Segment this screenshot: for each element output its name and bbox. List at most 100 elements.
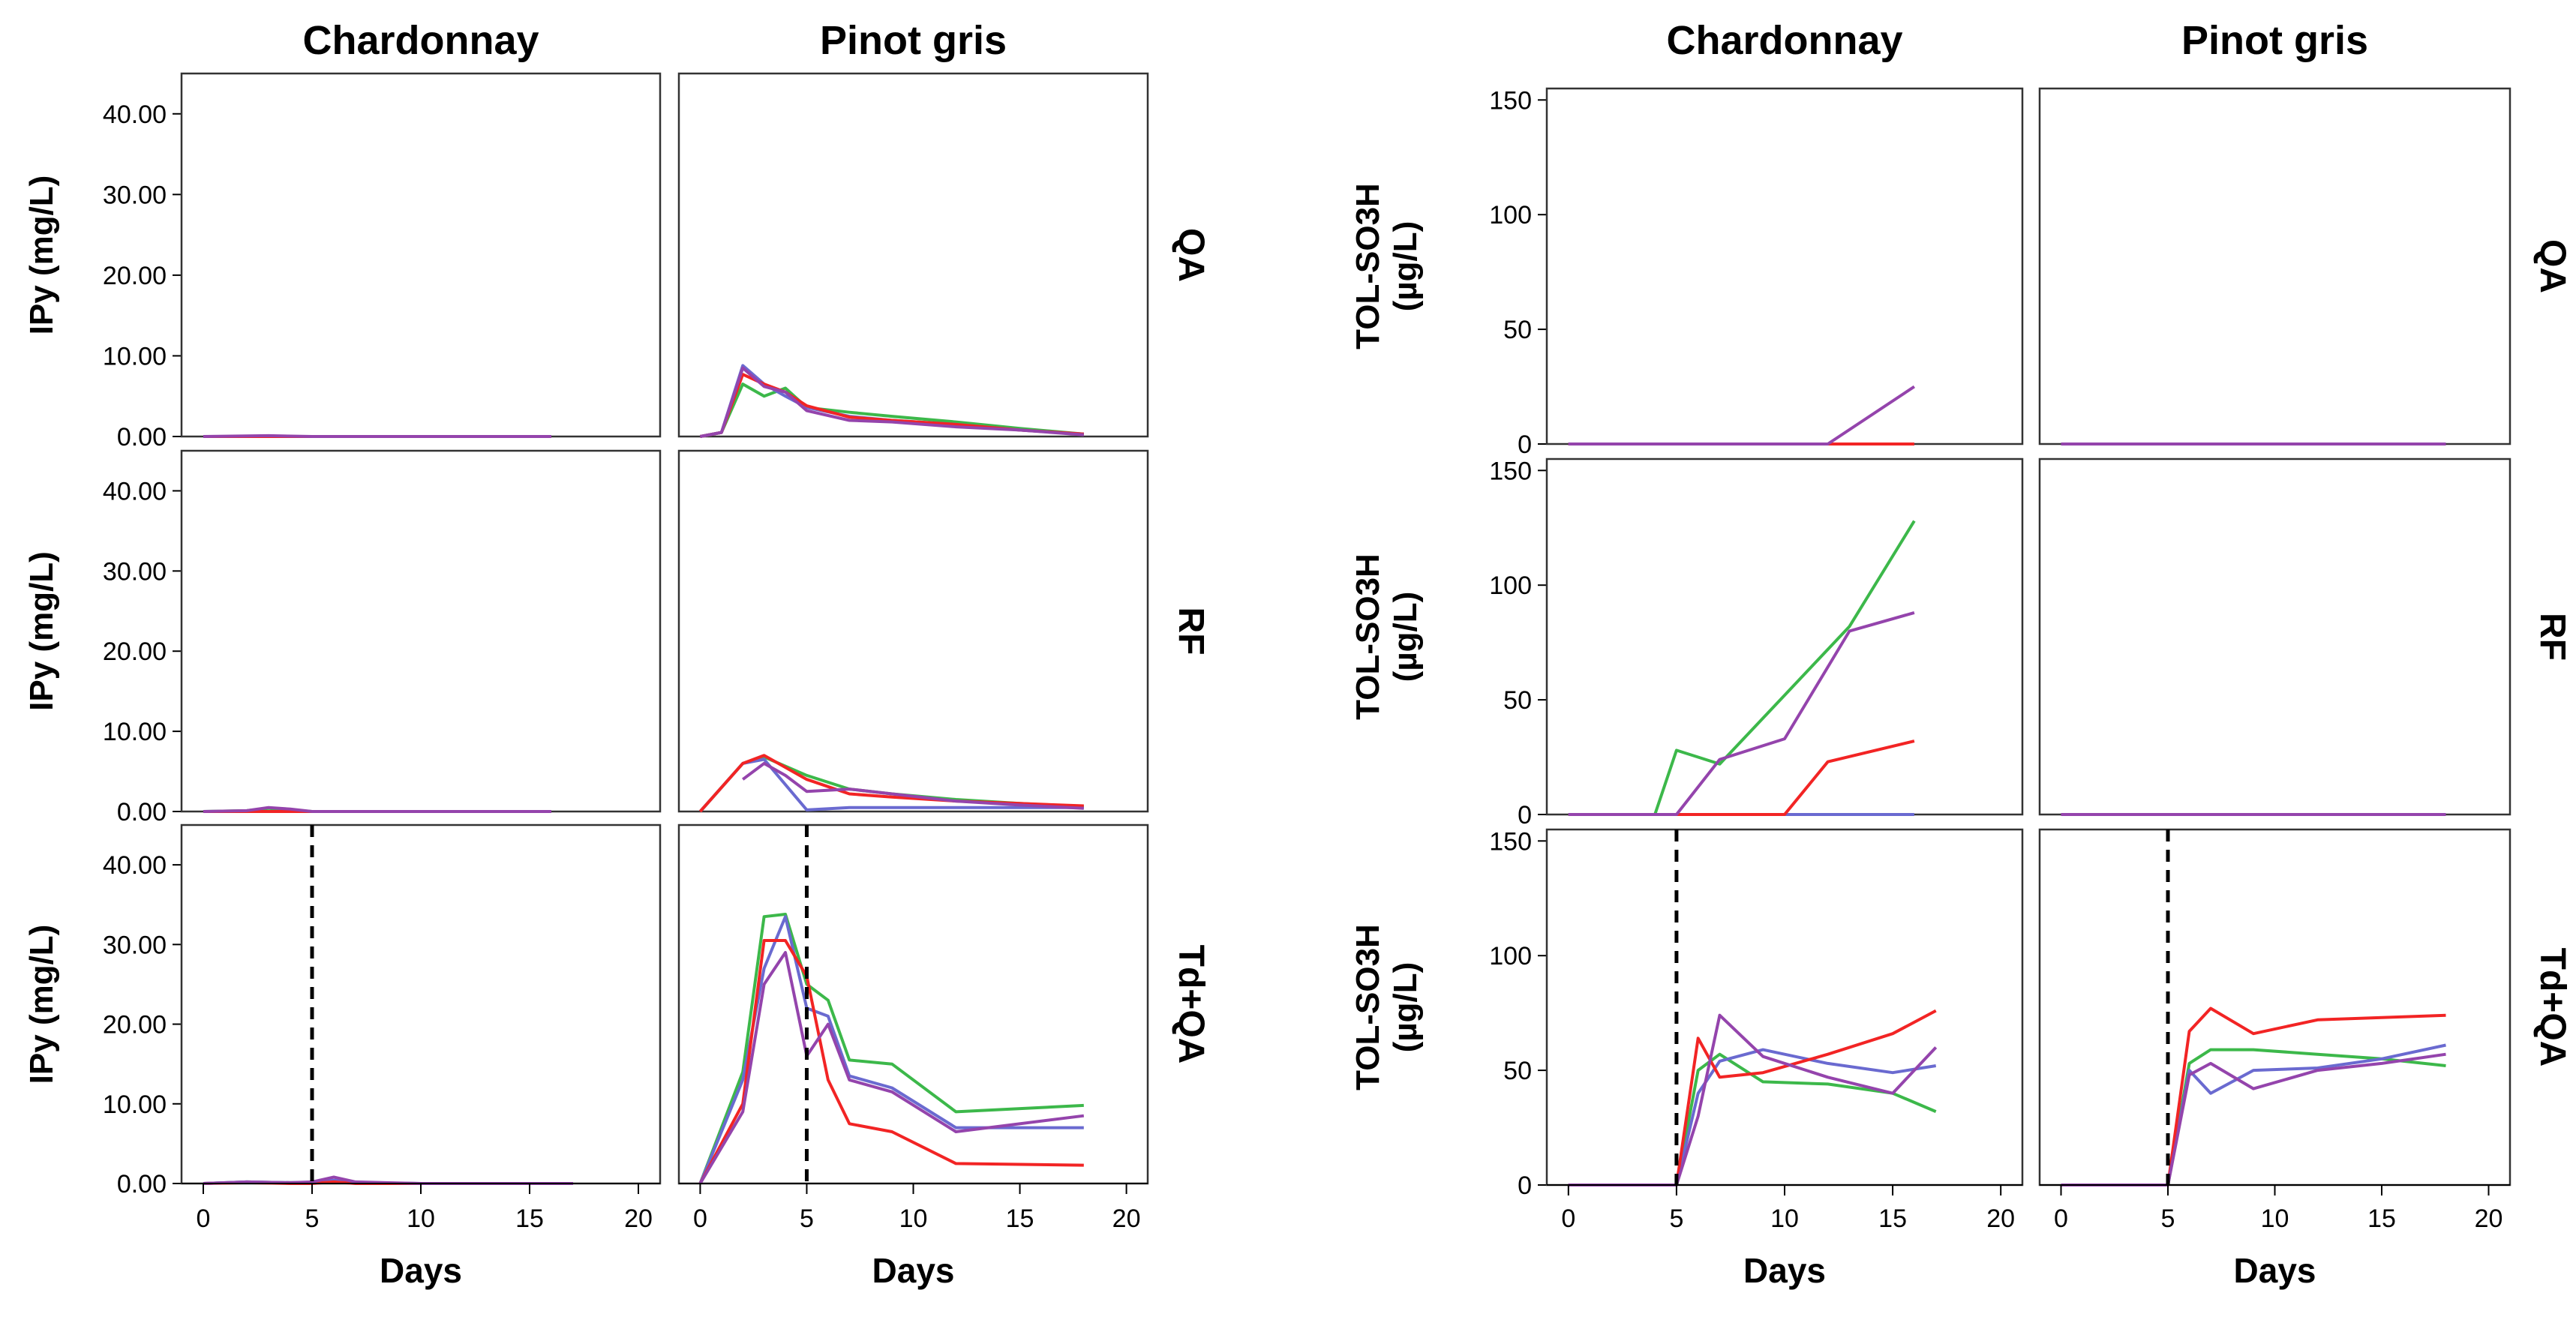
series-line-purple [742,761,1084,810]
plot-frame [2038,828,2511,1186]
plot-frame [180,824,662,1185]
column-title: Pinot gris [820,18,1007,63]
y-tick-label: 0 [1518,430,1532,459]
y-axis-label-unit: (µg/L) [1387,962,1424,1053]
y-tick-label: 0.00 [117,798,167,826]
y-tick-label: 0.00 [117,1170,167,1198]
y-tick-label: 20.00 [103,638,167,666]
series-line-purple [2061,1052,2446,1186]
y-tick-label: 0.00 [117,423,167,452]
x-tick-label: 20 [2475,1204,2503,1233]
y-tick-label: 100 [1489,572,1532,600]
series-line-purple [698,951,1085,1185]
row-label: RF [2532,613,2572,661]
series-line-purple [203,1175,573,1185]
series-line-purple [700,366,1084,438]
row-label: QA [1171,228,1211,282]
plot-frame [2038,87,2511,446]
y-tick-label: 100 [1489,201,1532,230]
y-tick-label: 20.00 [103,1011,167,1040]
x-tick-label: 20 [1986,1204,2015,1233]
y-tick-label: 10.00 [103,1090,167,1119]
y-axis-label-unit: (µg/L) [1387,221,1424,312]
plot-frame [180,72,662,438]
x-axis-label: Days [872,1251,955,1290]
y-tick-label: 150 [1489,457,1532,485]
row-label: Td+QA [2532,948,2572,1067]
series-line-purple [203,806,551,813]
x-tick-label: 15 [1878,1204,1907,1233]
series-line-red [1568,1009,1937,1186]
series-line-blue [2061,1043,2446,1186]
series-line-red [698,754,1084,813]
plot-frame [677,824,1149,1185]
y-tick-label: 10.00 [103,342,167,370]
y-tick-label: 40.00 [103,851,167,880]
series-line-purple [1568,385,1916,446]
y-tick-label: 100 [1489,942,1532,970]
series-line-blue [1568,1048,1937,1186]
x-tick-label: 5 [1669,1204,1683,1233]
x-tick-label: 15 [2367,1204,2396,1233]
plot-frame [180,449,662,813]
x-tick-label: 15 [515,1204,544,1233]
x-axis-label: Days [1743,1251,1826,1290]
series-line-green [698,913,1084,1184]
x-axis-label: Days [2234,1251,2316,1290]
ipy-panel-group: Chardonnay Pinot gris QA IPy (mg/L) 0.00 10.0… [23,18,1211,1290]
y-tick-label: 40.00 [103,477,167,506]
series-line-purple [1568,610,1915,816]
plot-frame [1545,828,2024,1186]
x-tick-label: 10 [899,1204,928,1233]
y-tick-label: 40.00 [103,100,167,129]
y-tick-label: 30.00 [103,181,167,209]
row-label: QA [2532,239,2572,293]
column-title: Chardonnay [302,18,539,63]
y-axis-label: IPy (mg/L) [23,176,60,335]
x-tick-label: 0 [2054,1204,2068,1233]
row-label: Td+QA [1171,945,1211,1064]
series-line-blue [700,364,1084,438]
x-tick-label: 10 [1770,1204,1799,1233]
y-axis-label-group: TOL-SO3H (µg/L) [1350,554,1424,720]
y-tick-label: 30.00 [103,557,167,586]
x-tick-label: 0 [693,1204,707,1233]
y-tick-label: 0 [1518,801,1532,830]
x-tick-label: 20 [1112,1204,1141,1233]
x-tick-label: 0 [1561,1204,1575,1233]
series-line-red [2061,1006,2446,1186]
x-tick-label: 20 [624,1204,653,1233]
x-tick-label: 10 [407,1204,435,1233]
y-tick-label: 0 [1518,1172,1532,1200]
y-tick-label: 150 [1489,86,1532,115]
column-title: Chardonnay [1666,18,1902,63]
x-tick-label: 10 [2261,1204,2289,1233]
x-axis-label: Days [380,1251,462,1290]
row-label: RF [1171,608,1211,656]
y-tick-label: 50 [1503,1057,1532,1085]
series-line-green [700,382,1084,438]
y-tick-label: 30.00 [103,931,167,959]
y-axis-label-unit: (µg/L) [1387,592,1424,682]
x-tick-label: 5 [2161,1204,2175,1233]
plot-frame [2038,458,2511,816]
plot-frame [1545,87,2024,446]
x-tick-label: 0 [197,1204,211,1233]
y-axis-label: IPy (mg/L) [23,925,60,1084]
y-tick-label: 10.00 [103,718,167,746]
plot-frame [677,72,1149,438]
series-line-red [700,373,1084,438]
y-axis-label: TOL-SO3H [1350,183,1386,350]
series-line-red [698,939,1084,1184]
plot-frame [1545,458,2024,816]
series-line-purple [1568,1013,1938,1186]
series-line-green [1568,520,1916,816]
y-axis-label-group: TOL-SO3H (µg/L) [1350,924,1424,1090]
y-axis-label-group: TOL-SO3H (µg/L) [1350,183,1424,350]
y-axis-label: IPy (mg/L) [23,551,60,711]
x-tick-label: 15 [1006,1204,1034,1233]
y-tick-label: 50 [1503,316,1532,344]
plot-frame [677,449,1149,813]
y-axis-label: TOL-SO3H [1350,554,1386,720]
